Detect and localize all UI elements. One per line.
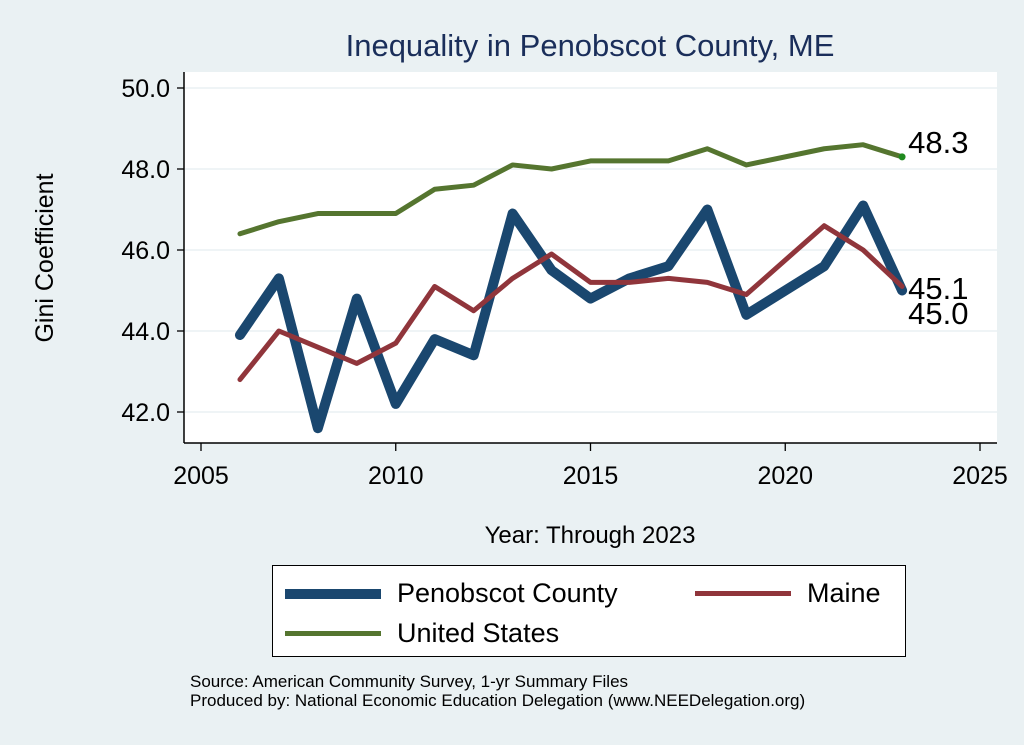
legend-swatch-united-states <box>285 631 381 636</box>
y-tick-label: 42.0 <box>121 399 170 427</box>
y-tick-label: 46.0 <box>121 237 170 265</box>
x-tick-label: 2015 <box>563 462 619 490</box>
end-label-united-states: 48.3 <box>908 125 968 160</box>
y-tick-label: 44.0 <box>121 318 170 346</box>
source-line: Source: American Community Survey, 1-yr … <box>190 672 629 691</box>
legend-label: Penobscot County <box>397 578 618 608</box>
x-tick-label: 2025 <box>952 462 1008 490</box>
x-axis-label: Year: Through 2023 <box>485 522 696 549</box>
end-marker-united-states <box>898 153 906 161</box>
y-axis-label: Gini Coefficient <box>31 173 59 342</box>
producer-line: Produced by: National Economic Education… <box>190 691 806 710</box>
legend-item-united-states: United States <box>285 618 559 649</box>
x-tick-label: 2010 <box>368 462 424 490</box>
source-note: Source: American Community Survey, 1-yr … <box>190 672 805 710</box>
legend-swatch-maine <box>695 591 791 596</box>
end-label-maine: 45.1 <box>908 271 968 306</box>
chart-title: Inequality in Penobscot County, ME <box>345 28 835 63</box>
legend-item-maine: Maine <box>695 578 881 609</box>
legend-item-penobscot: Penobscot County <box>285 578 618 609</box>
x-tick-label: 2020 <box>757 462 813 490</box>
plot-area <box>184 72 997 443</box>
legend: Penobscot County Maine United States <box>272 565 906 657</box>
legend-label: United States <box>397 618 560 648</box>
legend-label: Maine <box>807 578 881 608</box>
end-label-penobscot: 45.0 <box>908 296 968 331</box>
y-tick-label: 50.0 <box>121 75 170 103</box>
y-tick-label: 48.0 <box>121 156 170 184</box>
x-tick-label: 2005 <box>173 462 229 490</box>
legend-swatch-penobscot <box>285 588 381 599</box>
